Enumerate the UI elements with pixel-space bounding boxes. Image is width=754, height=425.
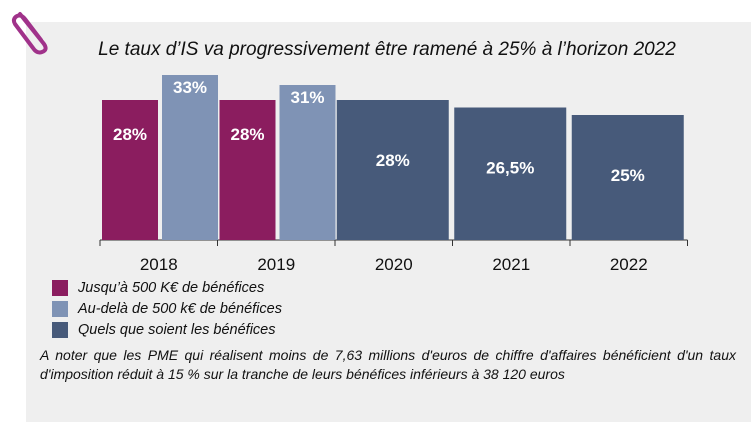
legend-swatch bbox=[52, 300, 68, 317]
paperclip-icon bbox=[11, 12, 48, 55]
bar-2020-series-2 bbox=[336, 100, 449, 240]
x-tick-label: 2018 bbox=[140, 255, 178, 274]
legend-label: Jusqu’à 500 K€ de bénéfices bbox=[78, 279, 265, 296]
data-label: 25% bbox=[611, 166, 645, 185]
data-label: 28% bbox=[113, 125, 147, 144]
bar-2019-series-0 bbox=[219, 100, 276, 240]
x-tick-label: 2022 bbox=[610, 255, 648, 274]
data-label: 28% bbox=[230, 125, 264, 144]
legend-swatch bbox=[52, 279, 68, 296]
x-tick-label: 2019 bbox=[257, 255, 295, 274]
legend-item-lightblue: Au-delà de 500 k€ de bénéfices bbox=[52, 298, 282, 319]
legend-item-purple: Jusqu’à 500 K€ de bénéfices bbox=[52, 277, 282, 298]
x-tick-label: 2021 bbox=[492, 255, 530, 274]
bar-2022-series-2 bbox=[571, 115, 684, 240]
data-label: 31% bbox=[290, 88, 324, 107]
legend-label: Quels que soient les bénéfices bbox=[78, 321, 276, 338]
legend-swatch bbox=[52, 321, 68, 338]
bar-2018-series-1 bbox=[162, 75, 218, 240]
footnote: A noter que les PME qui réalisent moins … bbox=[40, 347, 736, 382]
bar-2019-series-1 bbox=[279, 85, 336, 240]
data-label: 33% bbox=[173, 78, 207, 97]
legend: Jusqu’à 500 K€ de bénéfices Au-delà de 5… bbox=[52, 277, 282, 340]
bar-2021-series-2 bbox=[454, 107, 567, 240]
bar-2018-series-0 bbox=[102, 100, 158, 240]
data-label: 26,5% bbox=[486, 159, 534, 178]
data-label: 28% bbox=[376, 151, 410, 170]
chart-title: Le taux d’IS va progressivement être ram… bbox=[98, 39, 676, 60]
legend-item-darkblue: Quels que soient les bénéfices bbox=[52, 319, 282, 340]
legend-label: Au-delà de 500 k€ de bénéfices bbox=[78, 300, 282, 317]
x-tick-label: 2020 bbox=[375, 255, 413, 274]
